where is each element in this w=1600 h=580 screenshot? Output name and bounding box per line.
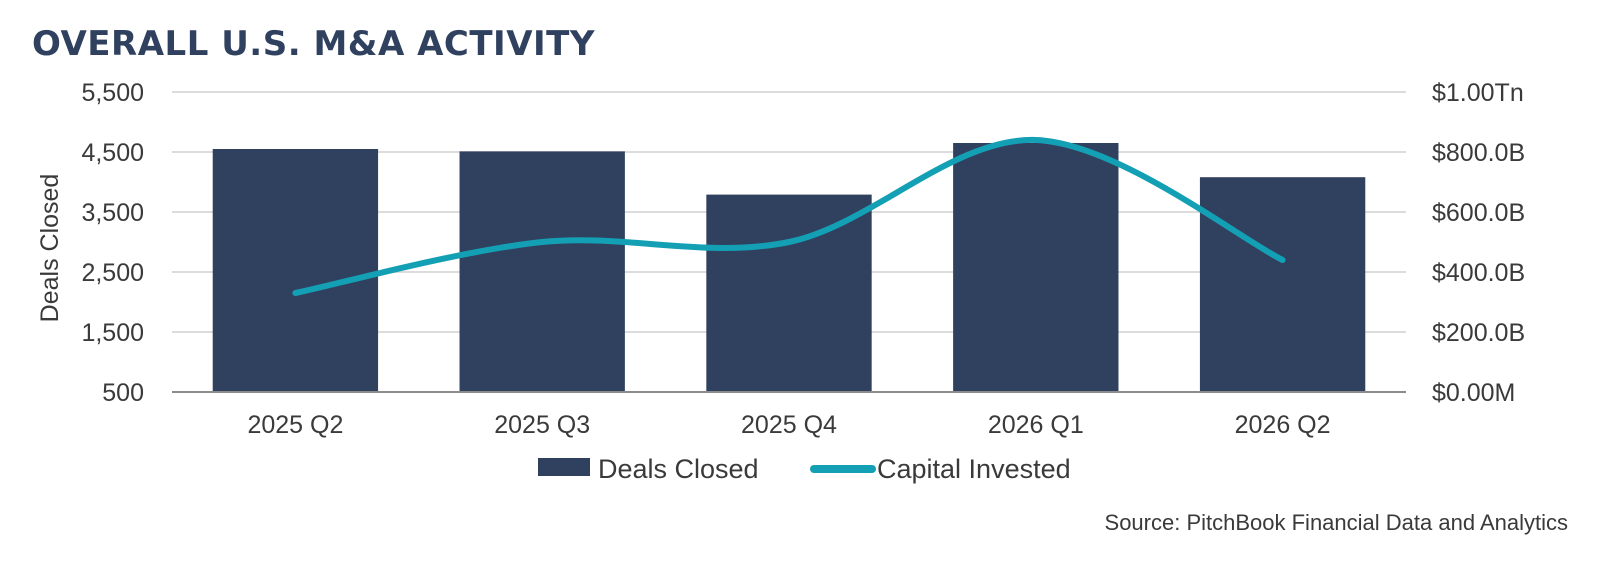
chart-title: OVERALL U.S. M&A ACTIVITY <box>32 24 595 64</box>
x-tick-label: 2025 Q3 <box>494 411 590 439</box>
y2-tick-label: $600.0B <box>1432 199 1525 227</box>
y2-tick-label: $400.0B <box>1432 259 1525 287</box>
bar-deals-closed <box>953 143 1119 392</box>
bar-deals-closed <box>459 151 625 392</box>
x-axis-ticks: 2025 Q2 2025 Q3 2025 Q4 2026 Q1 2026 Q2 <box>247 411 1330 439</box>
legend-swatch-deals-closed <box>538 458 590 476</box>
y2-tick-label: $800.0B <box>1432 139 1525 167</box>
legend-label-capital-invested: Capital Invested <box>877 454 1071 484</box>
x-tick-label: 2025 Q2 <box>247 411 343 439</box>
y-tick-label: 500 <box>102 379 144 407</box>
y-tick-label: 4,500 <box>81 139 144 167</box>
y-tick-label: 5,500 <box>81 79 144 107</box>
y-tick-label: 3,500 <box>81 199 144 227</box>
legend: Deals Closed Capital Invested <box>538 454 1071 484</box>
chart-svg: 5,500 4,500 3,500 2,500 1,500 500 $1.00Tn $800… <box>36 79 1525 484</box>
y2-tick-label: $0.00M <box>1432 379 1515 407</box>
bar-deals-closed <box>212 149 379 392</box>
bars-group <box>212 143 1366 392</box>
bar-deals-closed <box>706 194 872 392</box>
y-tick-label: 2,500 <box>81 259 144 287</box>
source-note: Source: PitchBook Financial Data and Ana… <box>1104 510 1568 535</box>
bar-deals-closed <box>1199 177 1366 392</box>
x-tick-label: 2026 Q1 <box>988 411 1084 439</box>
y-tick-label: 1,500 <box>81 319 144 347</box>
y2-axis-ticks: $1.00Tn $800.0B $600.0B $400.0B $200.0B $0.00… <box>1432 79 1525 407</box>
x-tick-label: 2026 Q2 <box>1235 411 1331 439</box>
legend-label-deals-closed: Deals Closed <box>598 454 759 484</box>
x-tick-label: 2025 Q4 <box>741 411 837 439</box>
y-axis-title: Deals Closed <box>36 174 64 323</box>
y2-tick-label: $1.00Tn <box>1432 79 1524 107</box>
y-axis-ticks: 5,500 4,500 3,500 2,500 1,500 500 <box>81 79 144 407</box>
capital-invested-line <box>292 136 1286 296</box>
y2-tick-label: $200.0B <box>1432 319 1525 347</box>
